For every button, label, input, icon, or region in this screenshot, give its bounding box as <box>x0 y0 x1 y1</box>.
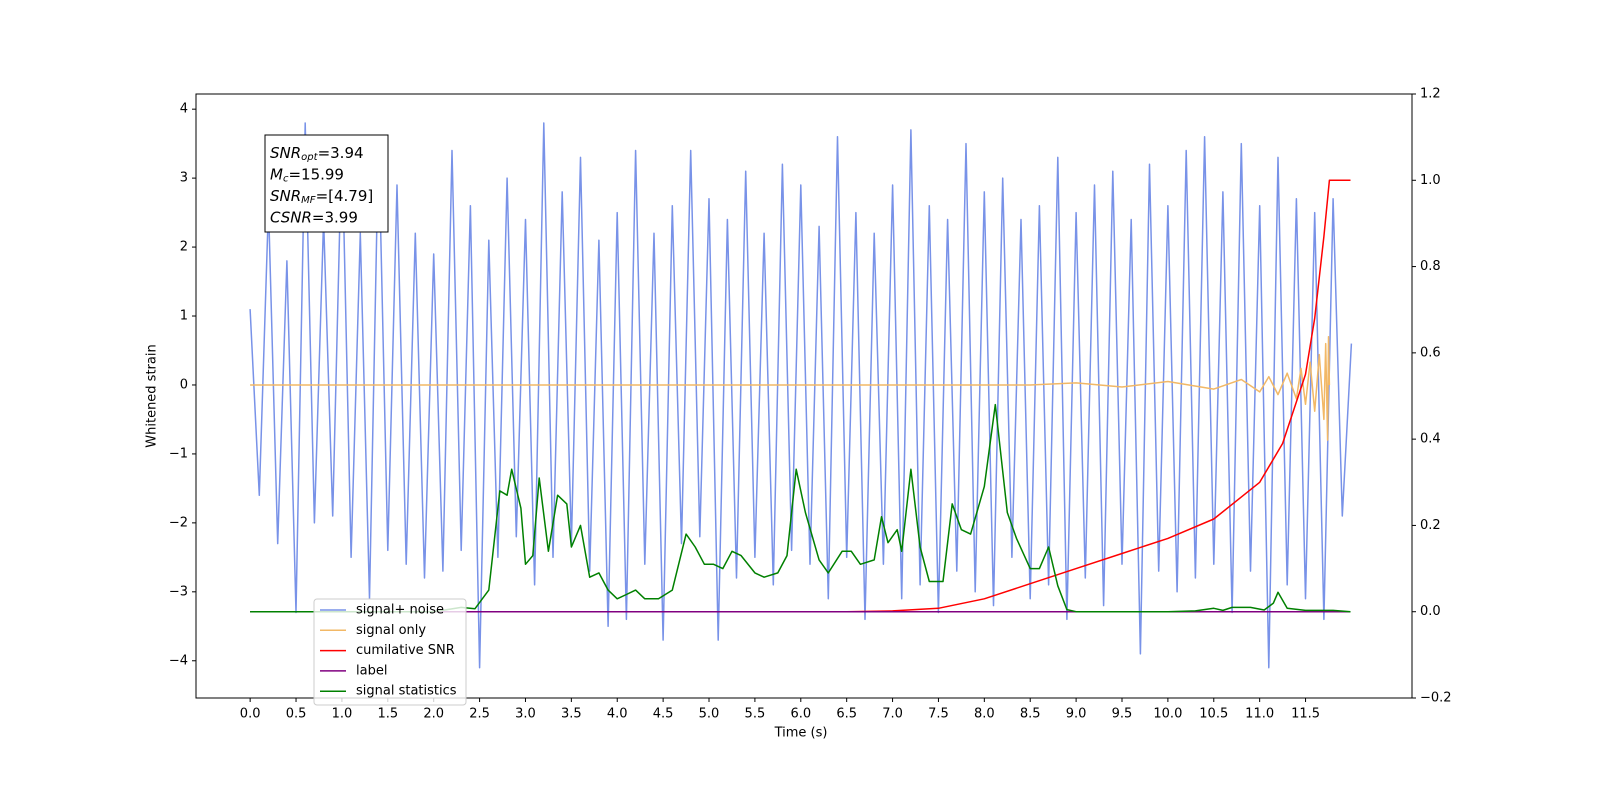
x-tick-label: 0.0 <box>240 707 261 722</box>
series-line <box>250 335 1331 441</box>
series-line <box>250 179 1351 613</box>
y-tick-label: 2 <box>180 240 188 255</box>
y-tick-label: −3 <box>169 584 188 599</box>
annotation-symbol: M <box>270 165 283 183</box>
x-tick-label: 4.5 <box>653 707 674 722</box>
y2-tick-label: 1.0 <box>1420 173 1441 188</box>
x-tick-label: 8.0 <box>974 707 995 722</box>
x-tick-label: 2.5 <box>469 707 490 722</box>
x-tick-label: 9.5 <box>1112 707 1133 722</box>
x-tick-label: 2.0 <box>423 707 444 722</box>
x-tick-label: 4.0 <box>607 707 628 722</box>
annotation-value: =3.94 <box>318 144 364 162</box>
x-tick-label: 10.0 <box>1153 707 1182 722</box>
annotation-frame <box>264 134 389 233</box>
annotation-symbol: SNR <box>270 144 301 162</box>
y2-tick-label: 0.8 <box>1420 259 1441 274</box>
legend-label: signal statistics <box>356 684 457 699</box>
x-tick-label: 6.5 <box>836 707 857 722</box>
legend-label: signal+ noise <box>356 603 444 618</box>
legend-frame <box>313 598 467 706</box>
annotation-subscript: opt <box>301 152 318 163</box>
y2-tick-label: 0.4 <box>1420 432 1441 447</box>
annotation-value: =15.99 <box>288 165 344 183</box>
y2-tick-label: 0.0 <box>1420 604 1441 619</box>
annotation-subscript: c <box>283 174 289 185</box>
annotation-symbol: CSNR <box>270 208 312 226</box>
x-tick-label: 11.5 <box>1291 707 1320 722</box>
y2-tick-label: 0.6 <box>1420 345 1441 360</box>
annotation-value: =[4.79] <box>316 187 374 205</box>
y-tick-label: 3 <box>180 171 188 186</box>
y-tick-label: 4 <box>180 102 188 117</box>
y-axis-label: Whitened strain <box>145 344 160 447</box>
legend-label: cumilative SNR <box>356 643 455 658</box>
y-tick-label: −2 <box>169 515 188 530</box>
x-tick-label: 11.0 <box>1245 707 1274 722</box>
x-tick-label: 9.0 <box>1066 707 1087 722</box>
legend-label: signal only <box>356 623 426 638</box>
legend-label: label <box>356 663 387 678</box>
x-tick-label: 3.0 <box>515 707 536 722</box>
x-tick-label: 8.5 <box>1020 707 1041 722</box>
y-tick-label: 0 <box>180 377 188 392</box>
annotation-subscript: MF <box>301 195 316 206</box>
y2-tick-label: 1.2 <box>1420 87 1441 102</box>
series-line <box>249 122 1353 669</box>
x-tick-label: 10.5 <box>1199 707 1228 722</box>
x-tick-label: 0.5 <box>286 707 307 722</box>
y2-tick-label: −0.2 <box>1420 691 1452 706</box>
annotation-symbol: SNR <box>270 187 301 205</box>
y-tick-label: −1 <box>169 446 188 461</box>
series-line <box>250 403 1351 613</box>
x-tick-label: 1.5 <box>377 707 398 722</box>
y-tick-label: −4 <box>169 653 188 668</box>
x-tick-label: 3.5 <box>561 707 582 722</box>
y-tick-label: 1 <box>180 309 188 324</box>
y2-tick-label: 0.2 <box>1420 518 1441 533</box>
annotation: SNRMF=[4.79] <box>270 187 373 207</box>
x-tick-label: 7.5 <box>928 707 949 722</box>
plot-frame <box>195 93 1413 699</box>
annotation: Mc=15.99 <box>270 165 344 185</box>
x-tick-label: 6.0 <box>790 707 811 722</box>
annotation: CSNR=3.99 <box>270 208 358 226</box>
x-tick-label: 1.0 <box>332 707 353 722</box>
x-axis-label: Time (s) <box>774 726 828 741</box>
x-tick-label: 5.0 <box>699 707 720 722</box>
annotation: SNRopt=3.94 <box>270 144 364 164</box>
x-tick-label: 5.5 <box>745 707 766 722</box>
annotation-value: =3.99 <box>312 208 358 226</box>
x-tick-label: 7.0 <box>882 707 903 722</box>
